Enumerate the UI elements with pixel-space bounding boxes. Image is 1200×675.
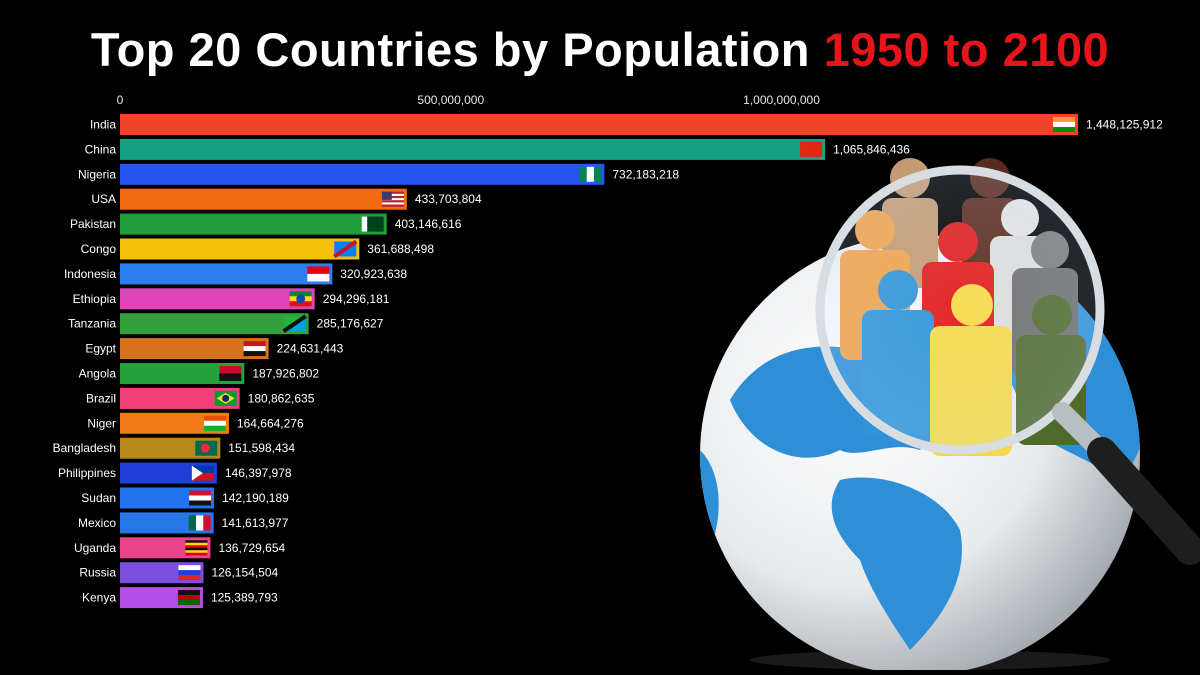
- category-label: Angola: [79, 367, 117, 381]
- category-label: Russia: [79, 566, 116, 580]
- category-label: Congo: [81, 242, 117, 256]
- category-label: Ethiopia: [73, 292, 117, 306]
- ethiopia-flag-icon: [289, 291, 312, 307]
- value-label: 136,729,654: [218, 541, 285, 555]
- bar-bangladesh: [120, 437, 221, 459]
- value-label: 320,923,638: [340, 267, 407, 281]
- value-label: 1,065,846,436: [833, 142, 910, 156]
- magnifier-handle: [1087, 437, 1200, 565]
- globe-continent-africa: [831, 477, 962, 650]
- bar-china: [120, 138, 826, 160]
- niger-flag-icon: [203, 415, 226, 431]
- china-flag-icon: [800, 141, 823, 157]
- bar-brazil: [120, 387, 240, 409]
- bar-egypt: [120, 338, 269, 360]
- value-label: 142,190,189: [222, 491, 289, 505]
- value-label: 433,703,804: [415, 192, 482, 206]
- bar-congo: [120, 238, 360, 260]
- magnifier-lens: [815, 165, 1105, 455]
- category-label: Mexico: [78, 516, 116, 530]
- bar-indonesia: [120, 263, 333, 285]
- chart-title: Top 20 Countries by Population 1950 to 2…: [0, 22, 1200, 77]
- value-label: 294,296,181: [323, 292, 390, 306]
- philippines-flag-icon: [191, 465, 214, 481]
- value-label: 126,154,504: [211, 566, 278, 580]
- brazil-flag-icon: [214, 390, 237, 406]
- bar-ethiopia: [120, 288, 315, 310]
- bar-angola: [120, 363, 245, 384]
- value-label: 403,146,616: [395, 217, 462, 231]
- category-label: Bangladesh: [53, 441, 116, 455]
- egypt-flag-icon: [243, 341, 266, 357]
- uganda-flag-icon: [185, 540, 208, 556]
- x-tick-label: 1,000,000,000: [743, 93, 820, 107]
- india-flag-icon: [1053, 117, 1075, 132]
- globe-magnifier-people-icon: [700, 158, 1200, 670]
- value-label: 151,598,434: [228, 441, 295, 455]
- value-label: 180,862,635: [248, 391, 315, 405]
- mexico-flag-icon: [188, 515, 211, 531]
- bar-india: [120, 114, 1078, 135]
- bar-usa: [120, 188, 407, 210]
- tanzania-flag-icon: [282, 314, 307, 333]
- x-tick-label: 0: [117, 93, 124, 107]
- value-label: 187,926,802: [252, 367, 319, 381]
- title-highlight: 1950 to 2100: [823, 23, 1110, 76]
- bar-tanzania: [120, 313, 309, 335]
- category-label: Sudan: [81, 491, 116, 505]
- category-label: Philippines: [58, 466, 116, 480]
- pakistan-flag-icon: [361, 216, 384, 232]
- category-label: India: [90, 118, 116, 132]
- title-main: Top 20 Countries by Population: [90, 23, 810, 76]
- value-label: 125,389,793: [211, 591, 278, 605]
- sudan-flag-icon: [189, 490, 212, 506]
- value-label: 224,631,443: [277, 342, 344, 356]
- bar-niger: [120, 412, 229, 434]
- value-label: 141,613,977: [222, 516, 289, 530]
- category-label: Tanzania: [68, 317, 116, 331]
- kenya-flag-icon: [177, 590, 200, 606]
- indonesia-flag-icon: [307, 266, 330, 282]
- category-label: Indonesia: [64, 267, 116, 281]
- value-label: 1,448,125,912: [1086, 118, 1163, 132]
- angola-flag-icon: [219, 366, 242, 381]
- value-label: 164,664,276: [237, 416, 304, 430]
- usa-flag-icon: [381, 191, 404, 207]
- bar-nigeria: [120, 163, 605, 185]
- category-label: Brazil: [86, 391, 116, 405]
- category-label: Nigeria: [78, 167, 116, 181]
- category-label: China: [85, 142, 117, 156]
- category-label: Pakistan: [70, 217, 116, 231]
- category-label: Uganda: [74, 541, 116, 555]
- value-label: 732,183,218: [612, 167, 679, 181]
- russia-flag-icon: [178, 565, 201, 581]
- value-label: 361,688,498: [367, 242, 434, 256]
- nigeria-flag-icon: [579, 166, 602, 182]
- bangladesh-flag-icon: [195, 440, 218, 456]
- value-label: 285,176,627: [317, 317, 384, 331]
- category-label: USA: [91, 192, 116, 206]
- bar-pakistan: [120, 213, 387, 235]
- category-label: Egypt: [85, 342, 116, 356]
- value-label: 146,397,978: [225, 466, 292, 480]
- category-label: Niger: [87, 416, 116, 430]
- x-tick-label: 500,000,000: [417, 93, 484, 107]
- category-label: Kenya: [82, 591, 116, 605]
- congo-flag-icon: [333, 239, 358, 259]
